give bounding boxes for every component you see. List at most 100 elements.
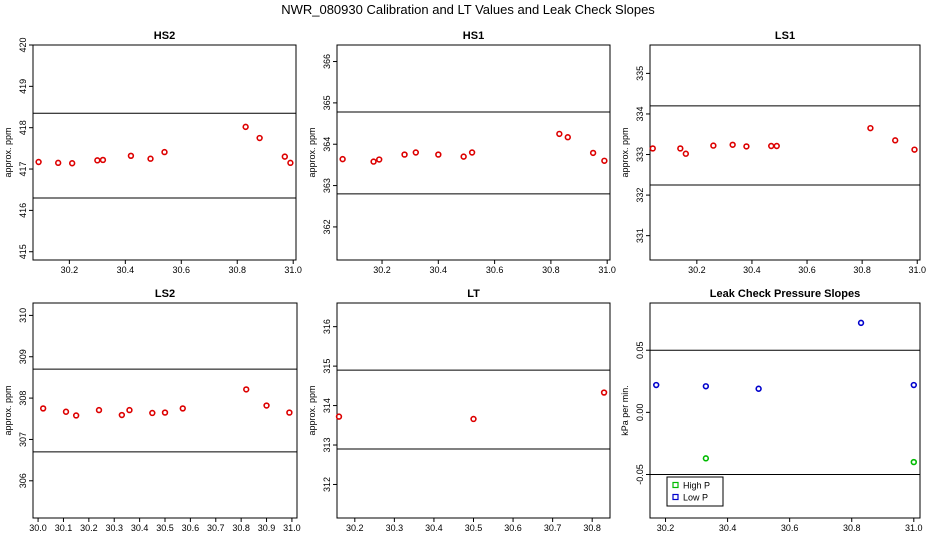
y-axis-label: approx. ppm [307,127,317,177]
legend-marker [672,481,679,489]
y-axis-label: approx. ppm [3,127,13,177]
y-tick-label: 306 [18,473,28,488]
data-point [401,151,408,158]
panel-leak-check-pressure-slopes: Leak Check Pressure Slopes 30.2 30.4 30.6 30… [620,288,923,533]
x-tick-label: 30.8 [232,523,250,533]
panel-title: Leak Check Pressure Slopes [710,288,860,300]
y-tick-label: 335 [635,66,645,81]
y-tick-label: 309 [18,349,28,364]
data-point [335,413,343,420]
y-tick-label: 420 [18,37,28,52]
data-point [376,156,383,163]
data-point [649,145,656,152]
y-axis-label: approx. ppm [620,127,630,177]
plot-frame [649,302,921,519]
data-point [161,148,168,156]
x-tick-label: 30.2 [61,265,79,275]
panel-title: LS2 [155,288,175,300]
y-tick-label: 417 [18,162,28,177]
x-tick-label: 30.2 [80,523,98,533]
data-point [118,411,126,419]
x-tick-label: 30.4 [743,265,761,275]
x-tick-label: 30.5 [156,523,174,533]
data-point [910,458,917,466]
data-point [149,409,156,417]
y-tick-label: 364 [322,137,332,152]
y-tick-label: 418 [18,120,28,135]
x-tick-label: 31.0 [284,265,302,275]
figure-title: NWR_080930 Calibration and LT Values and… [281,2,655,17]
y-tick-label: 316 [322,319,332,334]
x-tick-label: 30.4 [719,523,737,533]
data-point [94,157,101,164]
y-tick-label: 310 [18,308,28,323]
x-tick-label: 30.3 [386,523,404,533]
data-point [729,141,736,148]
x-tick-label: 31.0 [905,523,923,533]
y-tick-label: 419 [18,79,28,94]
y-tick-label: 334 [635,106,645,121]
data-point [702,383,710,390]
x-tick-label: 30.2 [688,265,706,275]
y-tick-label: 308 [18,391,28,406]
x-tick-label: 30.6 [781,523,799,533]
panel-hs2: HS2 30.2 30.4 30.6 30.8 31.0 415 416 417 418 419 42… [3,30,302,275]
legend-label: High P [683,481,710,491]
data-point [768,142,775,150]
x-tick-label: 30.8 [583,523,601,533]
data-point [35,158,42,166]
x-tick-label: 30.5 [465,523,483,533]
y-tick-label: -0.05 [635,464,645,485]
x-tick-label: 30.2 [373,265,391,275]
data-point [179,405,186,412]
data-point [755,385,762,392]
y-tick-label: 314 [322,398,332,413]
plot-frame [336,302,611,519]
data-point [62,408,70,415]
x-tick-label: 30.0 [29,523,47,533]
data-point [256,134,263,142]
x-tick-label: 30.8 [843,523,861,533]
plot-frame [649,44,921,261]
x-tick-label: 30.8 [228,265,246,275]
plot-frame [32,44,297,261]
y-axis-label: approx. ppm [307,385,317,435]
x-tick-label: 30.2 [657,523,675,533]
y-axis-label: kPa per min. [620,385,630,436]
x-tick-label: 30.8 [542,265,560,275]
data-point [99,156,107,164]
x-tick-label: 30.8 [853,265,871,275]
data-point [677,145,684,152]
data-point [468,149,476,156]
x-tick-label: 30.3 [105,523,123,533]
x-tick-label: 30.2 [346,523,364,533]
data-point [556,130,563,138]
x-tick-label: 31.0 [598,265,616,275]
data-point [743,143,750,150]
y-tick-label: 362 [322,219,332,234]
data-point [910,381,917,389]
data-point [287,159,294,167]
x-tick-label: 30.6 [504,523,522,533]
y-tick-label: 307 [18,432,28,447]
x-tick-label: 30.6 [798,265,816,275]
y-tick-label: 333 [635,147,645,162]
data-point [370,158,377,165]
data-point [39,405,47,412]
plot-frame [336,44,611,261]
x-tick-label: 30.1 [55,523,73,533]
data-point [281,153,289,160]
data-point [68,160,76,167]
data-point [911,146,918,153]
legend-box [666,476,724,507]
y-tick-label: 312 [322,477,332,492]
x-tick-label: 30.4 [430,265,448,275]
data-point [435,151,442,158]
data-point [892,137,899,144]
y-tick-label: 315 [322,359,332,374]
x-tick-label: 30.6 [182,523,200,533]
panel-hs1: HS1 30.2 30.4 30.6 30.8 31.0 362 363 364 365 366 ap… [307,30,616,275]
data-point [589,149,597,157]
x-tick-label: 31.0 [908,265,926,275]
